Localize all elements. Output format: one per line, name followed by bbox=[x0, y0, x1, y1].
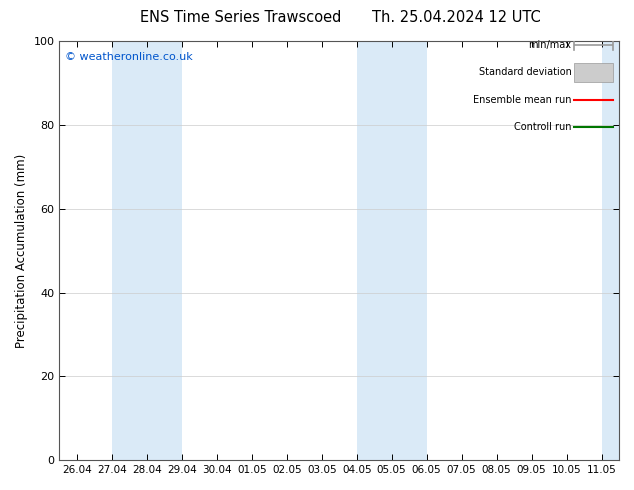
Bar bbox=[602, 41, 619, 460]
Point bbox=[108, 454, 115, 460]
Text: Controll run: Controll run bbox=[514, 122, 571, 132]
Point bbox=[105, 454, 113, 460]
Point bbox=[105, 453, 113, 459]
Point bbox=[108, 453, 115, 459]
Point bbox=[105, 454, 113, 460]
Point bbox=[105, 453, 113, 459]
Point bbox=[108, 453, 115, 459]
Point bbox=[105, 453, 113, 459]
Text: ENS Time Series Trawscoed: ENS Time Series Trawscoed bbox=[140, 10, 342, 25]
Bar bbox=[112, 41, 182, 460]
Bar bbox=[574, 63, 614, 82]
Text: Th. 25.04.2024 12 UTC: Th. 25.04.2024 12 UTC bbox=[372, 10, 541, 25]
Bar bbox=[357, 41, 427, 460]
Point bbox=[108, 453, 115, 459]
Text: min/max: min/max bbox=[528, 40, 571, 50]
Y-axis label: Precipitation Accumulation (mm): Precipitation Accumulation (mm) bbox=[15, 153, 28, 348]
Text: Ensemble mean run: Ensemble mean run bbox=[473, 95, 571, 105]
Text: © weatheronline.co.uk: © weatheronline.co.uk bbox=[65, 51, 193, 62]
Text: Standard deviation: Standard deviation bbox=[479, 68, 571, 77]
Point bbox=[108, 454, 115, 460]
